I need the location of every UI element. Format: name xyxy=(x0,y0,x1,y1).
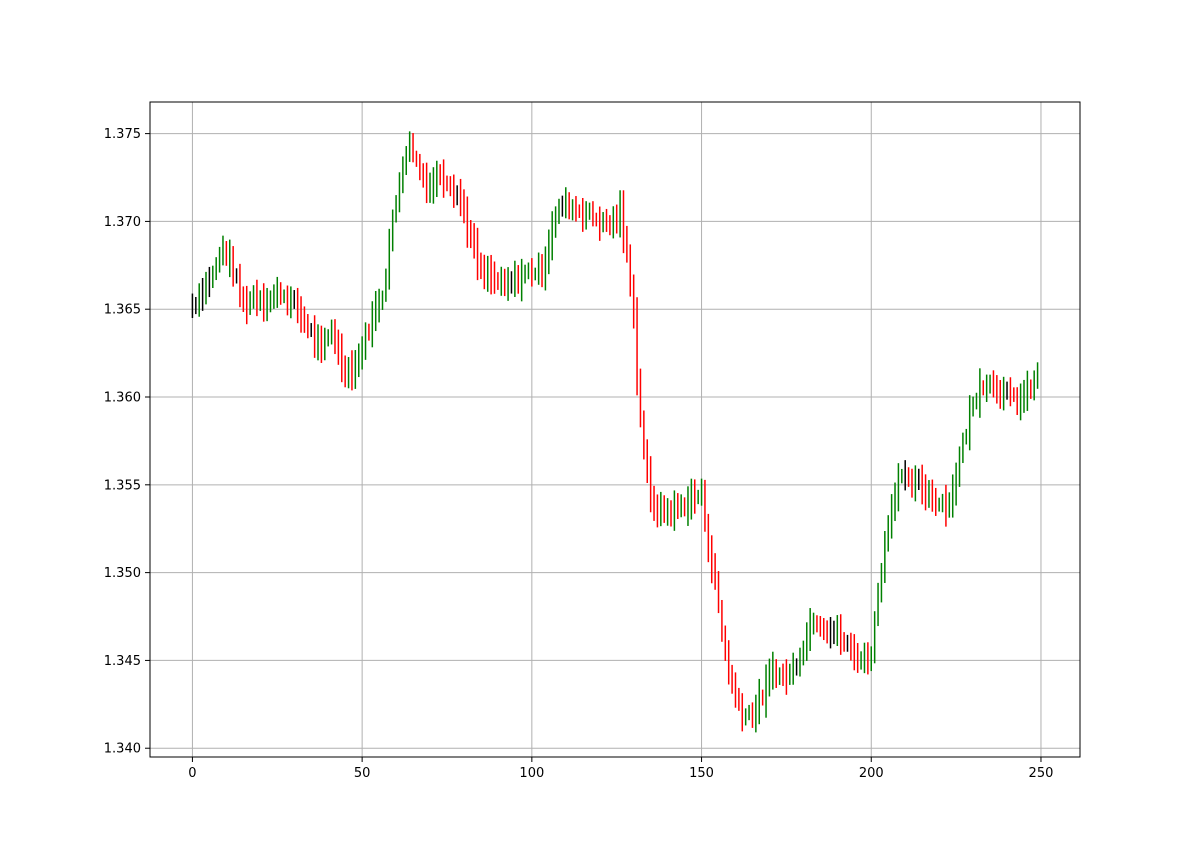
y-tick-label: 1.360 xyxy=(104,391,141,406)
y-tick-label: 1.375 xyxy=(104,127,141,142)
y-tick-label: 1.370 xyxy=(104,215,141,230)
grid-layer xyxy=(150,102,1080,757)
price-bars xyxy=(191,131,1039,733)
x-tick-label: 100 xyxy=(519,766,544,781)
axis-ticks: 0 50 100 150 200 250 1.340 1.345 1.350 1.355 1.360… xyxy=(104,127,1054,781)
y-tick-label: 1.345 xyxy=(104,654,141,669)
x-tick-label: 200 xyxy=(859,766,884,781)
y-tick-label: 1.355 xyxy=(104,478,141,493)
x-tick-label: 0 xyxy=(188,766,196,781)
x-tick-label: 250 xyxy=(1029,766,1054,781)
y-tick-label: 1.350 xyxy=(104,566,141,581)
y-tick-label: 1.365 xyxy=(104,303,141,318)
x-tick-label: 150 xyxy=(689,766,714,781)
axes-frame xyxy=(149,101,1081,758)
x-tick-label: 50 xyxy=(354,766,371,781)
y-tick-label: 1.340 xyxy=(104,742,141,757)
